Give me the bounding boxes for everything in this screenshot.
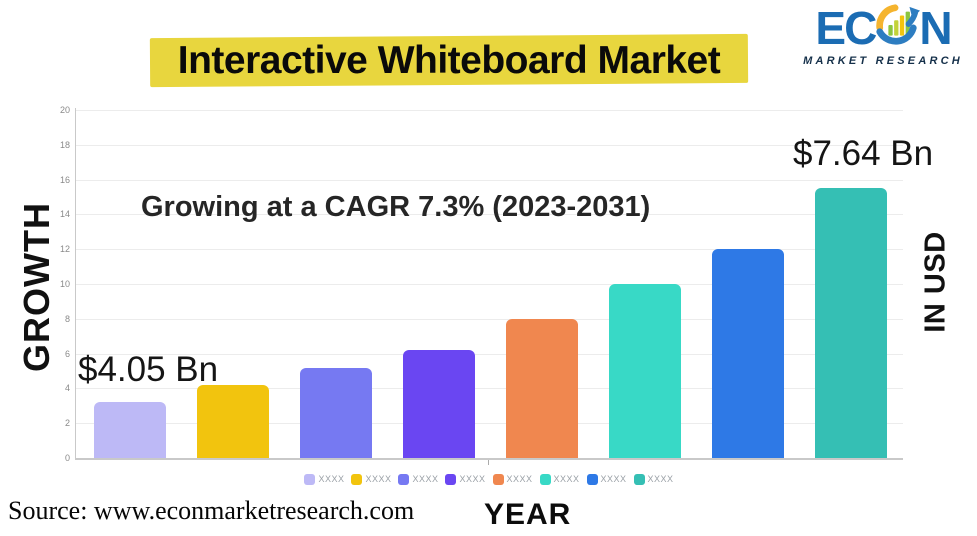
bar-7 bbox=[712, 249, 784, 458]
source-attribution: Source: www.econmarketresearch.com bbox=[8, 496, 415, 525]
legend-label: XXXX bbox=[600, 474, 627, 484]
x-axis-tick bbox=[488, 460, 489, 465]
legend-swatch-icon bbox=[445, 473, 457, 485]
gridline-y-6 bbox=[75, 353, 903, 355]
x-axis-title: YEAR bbox=[484, 498, 572, 531]
legend-swatch-icon bbox=[398, 473, 410, 485]
last-bar-value-label: $7.64 Bn bbox=[793, 134, 934, 173]
logo-text-end: N bbox=[919, 2, 952, 54]
bar-4 bbox=[403, 350, 475, 458]
y-tick-label-8: 8 bbox=[64, 313, 70, 324]
legend-label: XXXX bbox=[318, 474, 345, 484]
bar-8 bbox=[815, 188, 887, 458]
brand-logo-wordmark: EC N bbox=[791, 2, 975, 54]
logo-text-start: EC bbox=[815, 2, 877, 54]
legend-item-4: XXXX bbox=[445, 473, 486, 485]
legend-label: XXXX bbox=[412, 474, 439, 484]
y-tick-label-2: 2 bbox=[64, 418, 70, 429]
gridline-y-16 bbox=[75, 179, 903, 181]
y-tick-label-10: 10 bbox=[59, 279, 70, 289]
bar-6 bbox=[609, 284, 681, 458]
gridline-y-18 bbox=[75, 144, 903, 146]
gridline-y-2 bbox=[75, 423, 903, 425]
bar-1 bbox=[94, 402, 166, 458]
y-tick-label-12: 12 bbox=[59, 244, 70, 255]
gridline-y-4 bbox=[75, 388, 903, 390]
y-axis-title: GROWTH bbox=[16, 202, 57, 372]
y-tick-label-18: 18 bbox=[59, 139, 70, 150]
y-tick-label-0: 0 bbox=[64, 453, 70, 463]
cagr-annotation: Growing at a CAGR 7.3% (2023-2031) bbox=[141, 191, 651, 223]
bar-3 bbox=[300, 367, 372, 458]
gridline-y-10 bbox=[75, 284, 903, 285]
y-tick-label-14: 14 bbox=[59, 209, 70, 220]
legend-swatch-icon bbox=[304, 473, 316, 485]
right-axis-title: IN USD bbox=[919, 231, 952, 333]
legend-item-5: XXXX bbox=[492, 473, 533, 485]
legend-item-2: XXXX bbox=[351, 473, 392, 485]
y-tick-label-6: 6 bbox=[64, 348, 70, 359]
legend-swatch-icon bbox=[539, 473, 551, 485]
gridline-y-14 bbox=[75, 214, 903, 216]
legend-item-1: XXXX bbox=[304, 473, 345, 485]
legend-item-8: XXXX bbox=[633, 473, 674, 485]
legend-label: XXXX bbox=[553, 474, 580, 484]
legend-label: XXXX bbox=[506, 474, 533, 484]
page-title: Interactive Whiteboard Market bbox=[177, 38, 721, 82]
chart-legend: XXXX XXXX XXXX XXXX XXXX XXXX XXXX XXXX bbox=[75, 471, 903, 487]
gridline-y-12 bbox=[75, 249, 903, 251]
logo-subtitle: MARKET RESEARCH bbox=[803, 55, 963, 67]
bar-2 bbox=[197, 384, 269, 458]
legend-label: XXXX bbox=[459, 474, 486, 484]
brand-logo: EC N MARKET RESEARCH bbox=[791, 2, 975, 67]
legend-swatch-icon bbox=[633, 473, 645, 485]
gridline-y-8 bbox=[75, 318, 903, 320]
y-tick-label-20: 20 bbox=[59, 105, 70, 115]
legend-swatch-icon bbox=[586, 473, 598, 485]
logo-globe-icon bbox=[874, 3, 921, 54]
y-tick-label-16: 16 bbox=[59, 174, 70, 185]
legend-item-3: XXXX bbox=[398, 473, 439, 485]
legend-label: XXXX bbox=[647, 474, 674, 484]
first-bar-value-label: $4.05 Bn bbox=[78, 350, 219, 389]
bar-5 bbox=[506, 318, 578, 458]
legend-swatch-icon bbox=[492, 473, 504, 485]
legend-swatch-icon bbox=[351, 473, 363, 485]
legend-item-6: XXXX bbox=[539, 473, 580, 485]
y-tick-label-4: 4 bbox=[64, 383, 70, 394]
legend-label: XXXX bbox=[365, 474, 392, 484]
gridline-y-20 bbox=[75, 110, 903, 111]
x-axis-line bbox=[75, 458, 903, 460]
y-axis-line bbox=[75, 108, 76, 458]
legend-item-7: XXXX bbox=[586, 473, 627, 485]
